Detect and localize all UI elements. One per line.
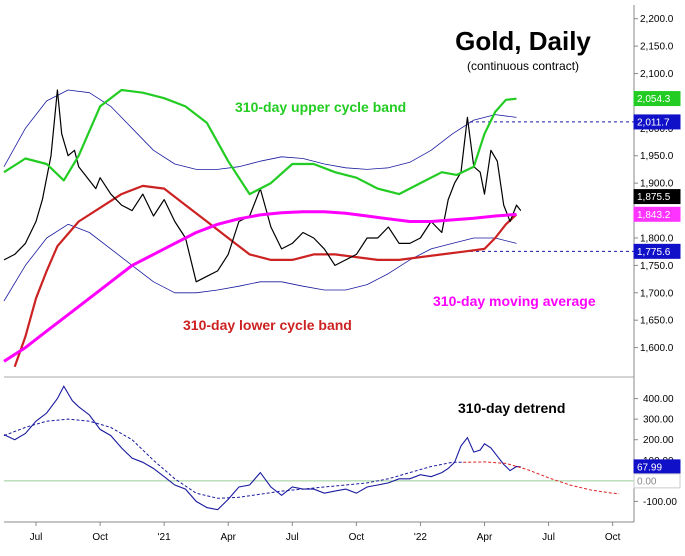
series-line-detrend-projection — [463, 461, 620, 495]
y-tick-label: 1,800.0 — [640, 233, 674, 244]
detrend-title: 310-day detrend — [458, 400, 565, 416]
time-x-axis: Jul Oct '21 Apr Jul Oct '22 Apr Jul Oct — [30, 522, 621, 543]
price-tag: 2,011.7 — [637, 117, 670, 128]
y-tick-label: 2,150.0 — [640, 42, 674, 53]
y-tick-label: 400.00 — [643, 394, 674, 405]
detrend-value-tags: 67.99 0.00 — [633, 459, 681, 489]
chart-subtitle: (continuous contract) — [467, 59, 579, 73]
series-line-lower-envelope — [3, 223, 517, 302]
upper-panel: Gold, Daily (continuous contract) 310-da… — [3, 5, 634, 375]
upper-band-label: 310-day upper cycle band — [235, 99, 406, 115]
x-tick-label: Oct — [92, 532, 108, 543]
x-tick-label: Oct — [349, 532, 365, 543]
detrend-series-group — [3, 385, 634, 511]
x-tick-label: '22 — [414, 532, 427, 543]
detrend-tag-box — [633, 473, 681, 489]
y-tick-label: 1,650.0 — [640, 316, 674, 327]
x-tick-label: Oct — [605, 532, 621, 543]
lower-panel: 310-day detrend — [3, 385, 634, 511]
price-tag-box — [633, 189, 681, 205]
x-tick-label: Apr — [220, 532, 236, 543]
y-tick-label: 1,950.0 — [640, 151, 674, 162]
price-value-tags: 2,054.3 2,011.7 1,875.5 1,843.2 1,775.6 — [633, 91, 681, 259]
price-tag-box — [633, 243, 681, 259]
series-line-310-day-upper-cycle-band — [3, 88, 517, 196]
detrend-tag: 0.00 — [637, 476, 657, 487]
price-tag: 1,843.2 — [637, 210, 671, 221]
chart-title: Gold, Daily — [455, 26, 591, 56]
y-tick-label: -100.00 — [643, 497, 677, 508]
y-tick-label: 1,600.0 — [640, 343, 674, 354]
y-tick-label: 1,700.0 — [640, 288, 674, 299]
x-tick-label: '21 — [158, 532, 171, 543]
y-tick-label: 2,100.0 — [640, 69, 674, 80]
y-tick-label: 1,900.0 — [640, 179, 674, 190]
moving-average-label: 310-day moving average — [433, 293, 596, 309]
series-line-detrend — [3, 385, 521, 511]
price-y-axis: 1,600.01,650.01,700.01,750.01,800.01,850… — [634, 14, 674, 354]
x-tick-label: Jul — [286, 532, 299, 543]
price-tag-box — [633, 91, 681, 107]
upper-plot-area — [4, 5, 634, 375]
series-line-310-day-moving-average — [3, 210, 517, 363]
y-tick-label: 200.00 — [643, 435, 674, 446]
series-line-gold — [3, 89, 522, 283]
price-tag-box — [633, 206, 681, 222]
price-tag: 1,875.5 — [637, 192, 671, 203]
detrend-tag: 67.99 — [637, 462, 662, 473]
price-tag-box — [633, 114, 681, 130]
x-tick-label: Jul — [542, 532, 555, 543]
price-tag: 1,775.6 — [637, 247, 671, 258]
series-line-310-day-lower-cycle-band — [13, 184, 518, 368]
x-tick-label: Apr — [477, 532, 493, 543]
price-series-group — [3, 88, 522, 368]
y-tick-label: 300.00 — [643, 415, 674, 426]
y-tick-label: 1,750.0 — [640, 261, 674, 272]
series-line-detrend-cycle — [3, 418, 464, 499]
x-tick-label: Jul — [30, 532, 43, 543]
price-tag: 2,054.3 — [637, 94, 671, 105]
y-tick-label: 2,200.0 — [640, 14, 674, 25]
series-line-upper-envelope — [3, 89, 517, 170]
lower-band-label: 310-day lower cycle band — [183, 317, 352, 333]
